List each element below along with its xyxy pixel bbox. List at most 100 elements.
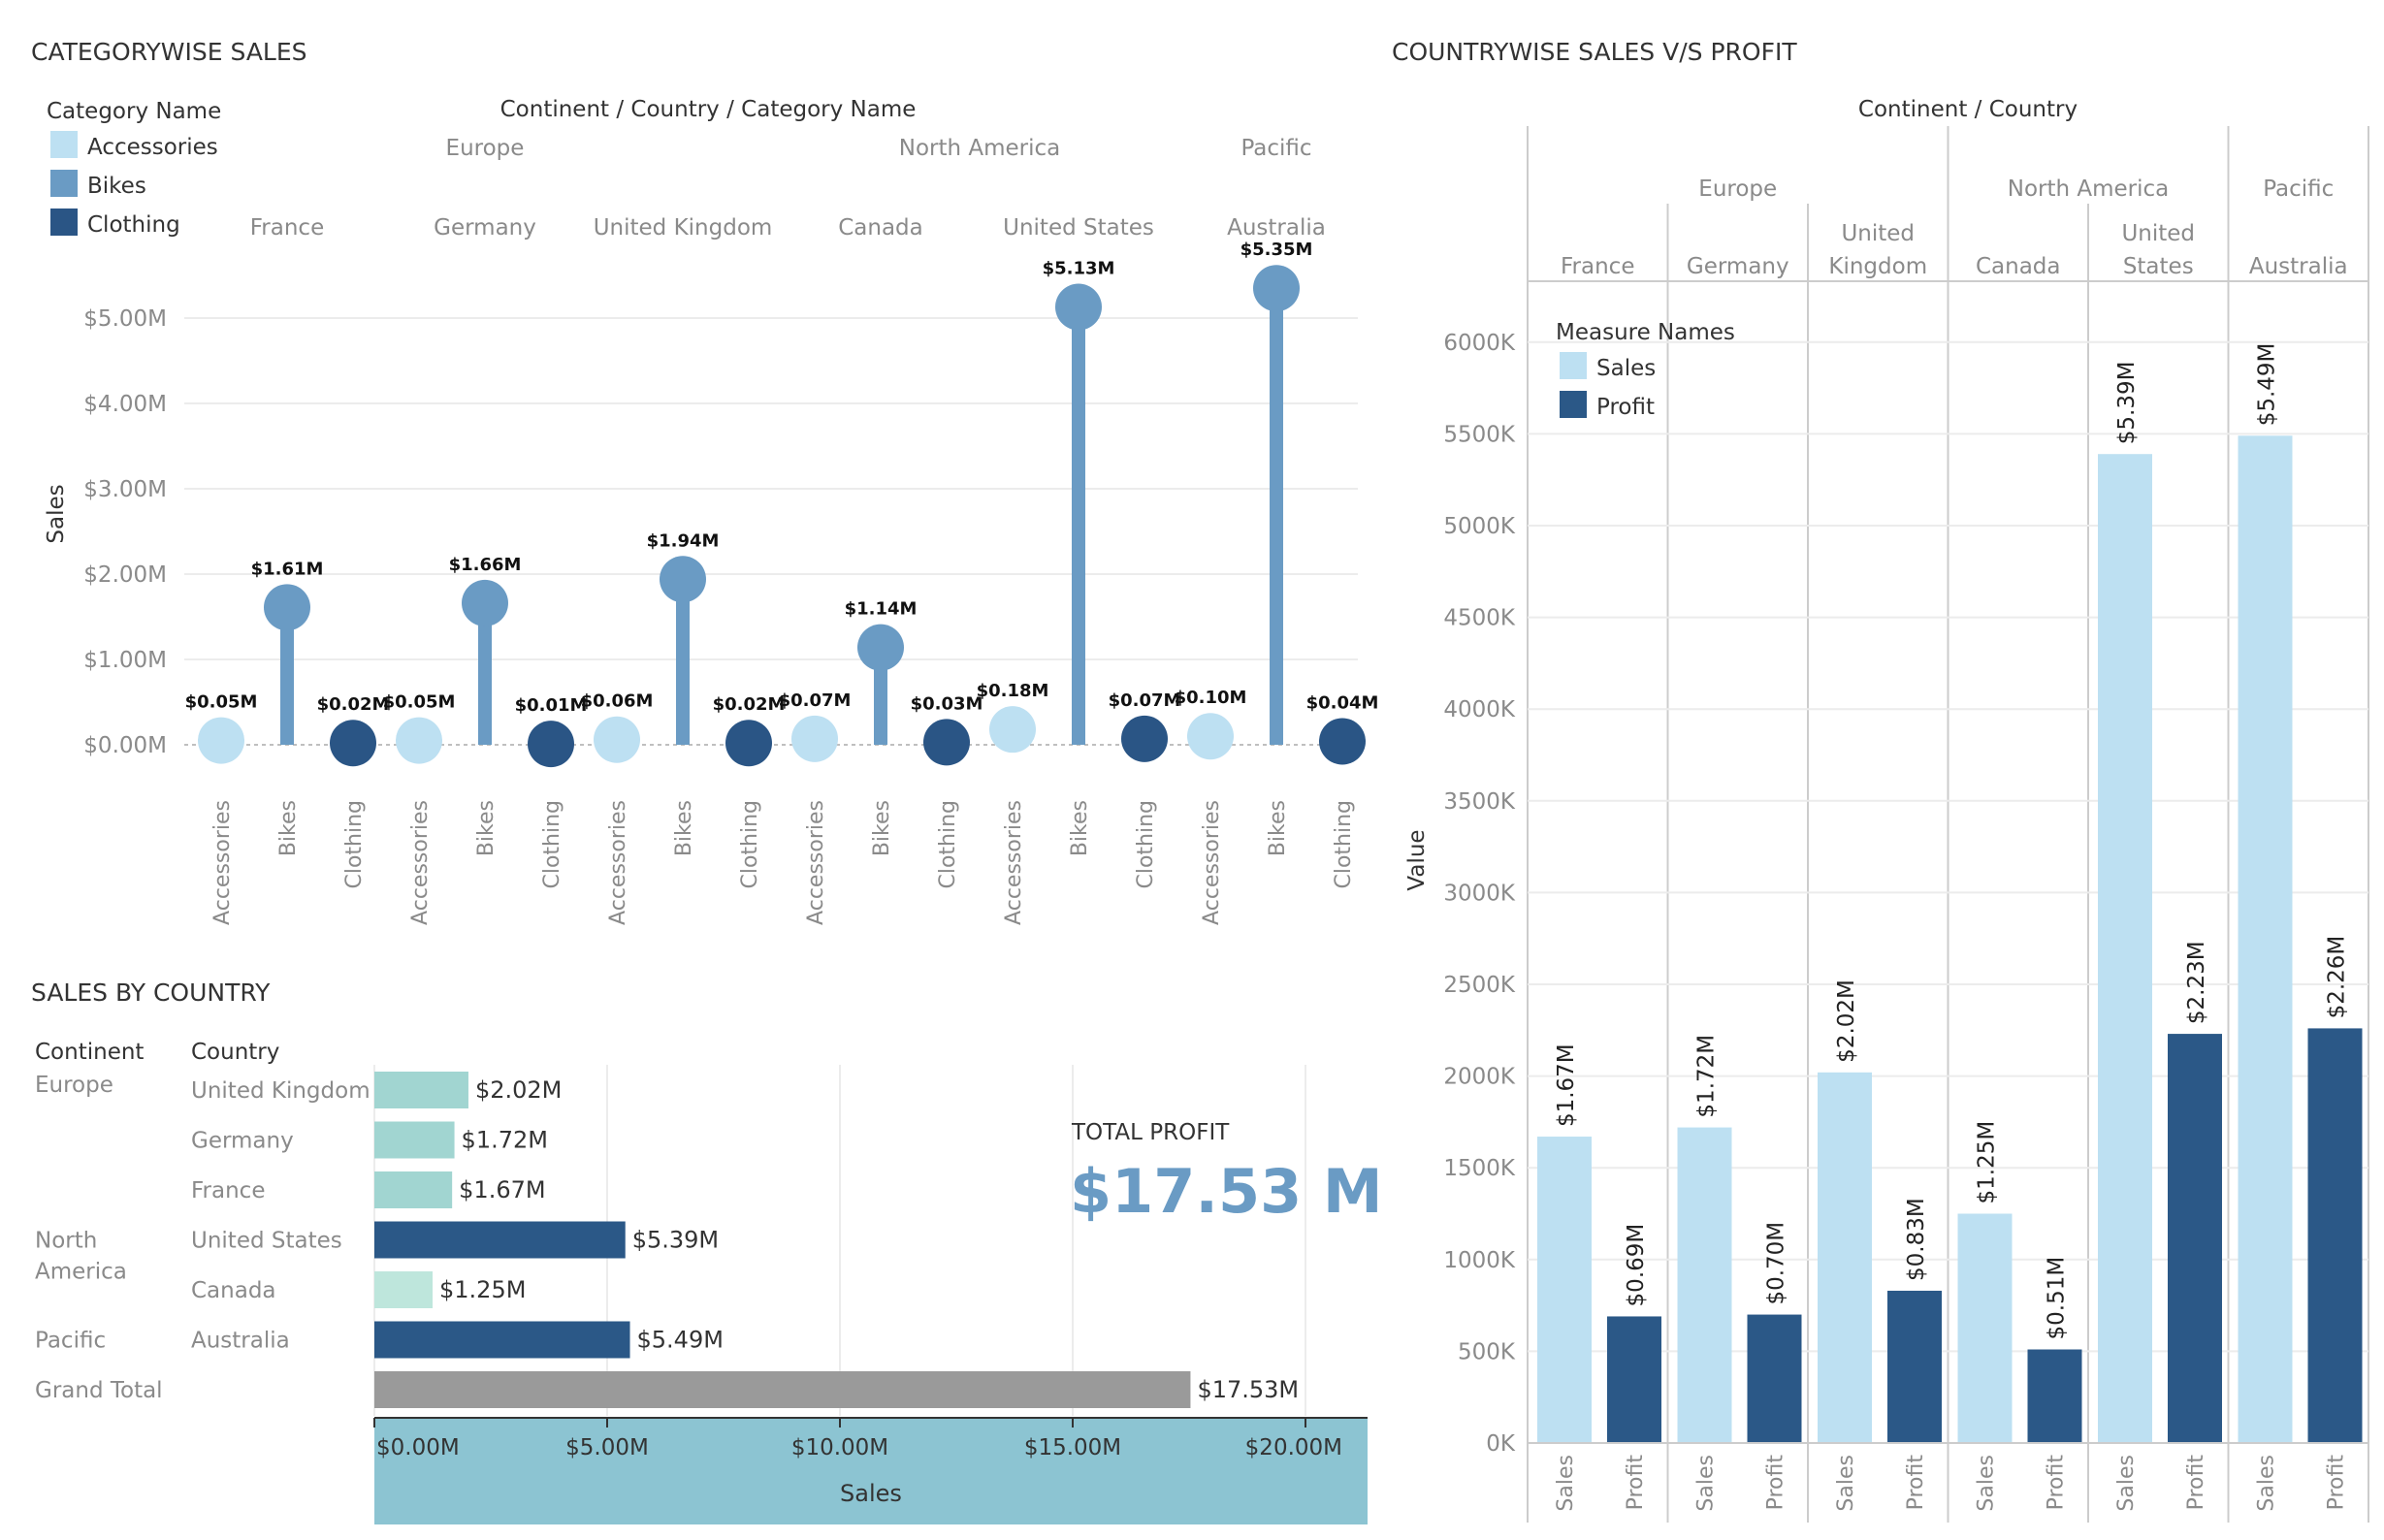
data-label: $0.03M [911, 693, 983, 714]
y-axis-label: Sales [44, 484, 69, 543]
bar [374, 1221, 626, 1259]
data-label: $1.66M [449, 555, 522, 575]
lollipop-point [923, 719, 970, 766]
x-tick-label: $10.00M [791, 1435, 888, 1460]
continent-label-line: Europe [35, 1073, 113, 1098]
country-label: United States [1003, 215, 1154, 241]
chart-title: SALES BY COUNTRY [31, 979, 271, 1007]
x-tick-label: Sales [1554, 1455, 1578, 1512]
lollipop-point [1187, 713, 1234, 760]
y-tick-label: 500K [1458, 1339, 1516, 1364]
x-tick-label: Sales [1694, 1455, 1719, 1512]
data-label: $0.83M [1904, 1198, 1929, 1281]
data-label: $1.25M [1975, 1121, 2000, 1204]
country-label: States [2123, 254, 2194, 279]
bar [374, 1321, 630, 1359]
y-tick-label: 5000K [1443, 514, 1516, 539]
country-label: Canada [1976, 254, 2061, 279]
data-label: $17.53M [1197, 1376, 1299, 1403]
profit-bar [1747, 1314, 1802, 1443]
header-label: Continent / Country [1858, 97, 2078, 122]
x-tick-label: $5.00M [565, 1435, 649, 1460]
legend-swatch [50, 131, 78, 158]
country-label: United [1841, 221, 1915, 246]
legend-label: Sales [1596, 356, 1656, 381]
data-label: $1.72M [462, 1127, 548, 1154]
data-label: $2.02M [1834, 979, 1859, 1063]
x-tick-label: Accessories [1002, 800, 1026, 925]
x-tick-label: Clothing [342, 800, 367, 889]
x-axis-band [374, 1418, 1368, 1524]
continent-label-line: North [35, 1229, 97, 1254]
y-tick-label: 2500K [1443, 973, 1516, 998]
x-tick-label: Clothing [936, 800, 960, 889]
kpi-value: $17.53 M [1070, 1156, 1383, 1227]
lollipop-point [791, 715, 838, 762]
chart-title: CATEGORYWISE SALES [31, 38, 307, 66]
country-label: United States [191, 1229, 342, 1254]
x-axis-label: Sales [840, 1480, 902, 1507]
profit-bar [2027, 1349, 2082, 1443]
x-tick-label: Bikes [870, 800, 894, 856]
kpi-label: TOTAL PROFIT [1071, 1120, 1230, 1145]
continent-label: Europe [446, 136, 525, 161]
data-label: $1.25M [439, 1276, 526, 1303]
sales-bar [1957, 1213, 2013, 1443]
bar [374, 1371, 1191, 1408]
y-tick-label: 3500K [1443, 789, 1516, 815]
country-label: Canada [191, 1278, 276, 1303]
data-label: $2.02M [475, 1076, 562, 1104]
continent-label: North America [899, 136, 1061, 161]
country-label: Canada [838, 215, 923, 241]
data-label: $1.67M [459, 1176, 545, 1203]
legend-title: Category Name [47, 99, 221, 124]
lollipop-point [1253, 265, 1300, 312]
country-label: Germany [434, 215, 536, 241]
continent-label: Europe [1698, 176, 1777, 202]
x-tick-label: Sales [1834, 1455, 1858, 1512]
data-label: $0.70M [1764, 1222, 1789, 1305]
y-tick-label: $4.00M [83, 392, 167, 417]
data-label: $1.14M [845, 599, 918, 620]
data-label: $1.94M [647, 530, 720, 551]
data-label: $0.69M [1624, 1224, 1649, 1307]
x-tick-label: Clothing [1332, 800, 1356, 889]
data-label: $1.67M [1554, 1043, 1579, 1127]
data-label: $5.49M [637, 1327, 724, 1354]
data-label: $5.39M [632, 1227, 719, 1254]
y-tick-label: 3000K [1443, 881, 1516, 906]
x-tick-label: Accessories [210, 800, 235, 925]
profit-bar [2168, 1034, 2222, 1443]
y-tick-label: 1000K [1443, 1248, 1516, 1273]
data-label: $5.49M [2255, 343, 2280, 427]
data-label: $0.04M [1306, 692, 1379, 713]
legend-swatch [50, 170, 78, 197]
profit-bar [1887, 1290, 1942, 1443]
data-label: $2.23M [2184, 941, 2209, 1024]
profit-bar [1607, 1316, 1661, 1443]
continent-label: North America [35, 1229, 127, 1285]
country-label: Australia [2249, 254, 2348, 279]
country-label: United Kingdom [594, 215, 773, 241]
country-label: Germany [1687, 254, 1789, 279]
bar [374, 1171, 453, 1208]
lollipop-point [528, 721, 574, 768]
lollipop-point [594, 716, 640, 763]
y-tick-label: 6000K [1443, 331, 1516, 356]
sales-bar [1818, 1072, 1872, 1443]
sales-bar [2238, 435, 2293, 1443]
data-label: $0.01M [515, 695, 588, 716]
y-tick-label: 4000K [1443, 697, 1516, 722]
country-label: Germany [191, 1129, 294, 1154]
country-label: France [191, 1178, 265, 1203]
country-label: United [2121, 221, 2195, 246]
lollipop-point [198, 717, 244, 764]
continent-label-line: America [35, 1260, 127, 1285]
data-label: $0.18M [977, 681, 1049, 701]
x-tick-label: $20.00M [1245, 1435, 1342, 1460]
x-tick-label: Profit [1624, 1455, 1648, 1511]
continent-label-line: Pacific [35, 1329, 106, 1354]
y-tick-label: $0.00M [83, 733, 167, 758]
lollipop-point [857, 624, 904, 671]
